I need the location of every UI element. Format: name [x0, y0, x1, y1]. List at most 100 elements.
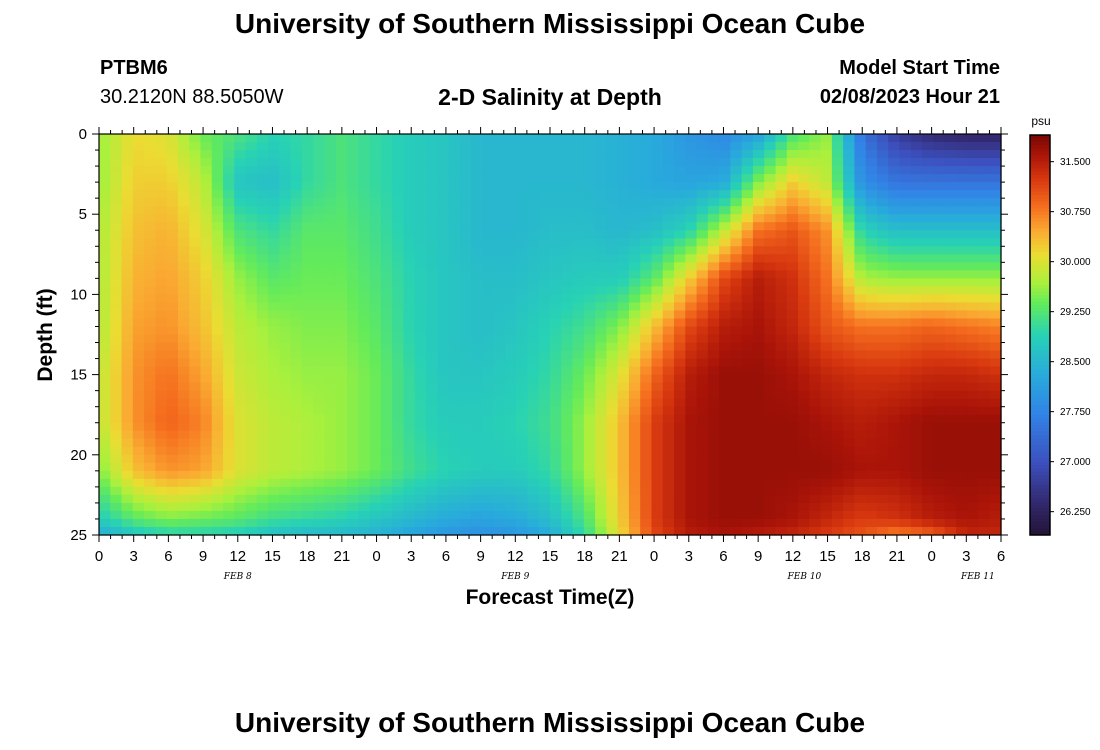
heatmap-cell — [955, 246, 968, 255]
heatmap-cell — [358, 382, 371, 392]
heatmap-cell — [200, 326, 213, 336]
heatmap-cell — [223, 502, 235, 512]
heatmap-cell — [347, 406, 359, 416]
heatmap-cell — [324, 454, 337, 464]
heatmap-cell — [696, 190, 709, 199]
heatmap-cell — [583, 262, 596, 271]
heatmap-cell — [256, 454, 269, 464]
heatmap-cell — [617, 262, 630, 271]
heatmap-cell — [741, 342, 754, 352]
heatmap-cell — [290, 310, 303, 320]
heatmap-cell — [155, 470, 168, 480]
heatmap-cell — [617, 254, 630, 263]
heatmap-cell — [380, 222, 393, 231]
heatmap-cell — [403, 494, 416, 504]
heatmap-cell — [651, 510, 664, 520]
heatmap-cell — [831, 190, 844, 199]
heatmap-cell — [516, 350, 529, 360]
heatmap-cell — [741, 270, 754, 279]
heatmap-cell — [865, 366, 878, 376]
heatmap-cell — [211, 414, 224, 424]
heatmap-cell — [144, 262, 156, 271]
heatmap-cell — [437, 382, 450, 392]
heatmap-cell — [888, 382, 901, 392]
colorbar-tick-label: 27.000 — [1060, 457, 1091, 468]
heatmap-cell — [471, 470, 483, 480]
heatmap-cell — [189, 326, 202, 336]
heatmap-cell — [527, 430, 540, 440]
heatmap-cell — [279, 430, 292, 440]
heatmap-cell — [572, 142, 585, 151]
axes: 0 3 6 9 12 15 18 21 0 3 6 9 12 15 18 21 0 3 6 9 12 15 18 21 0 3 6F… — [70, 126, 1008, 582]
heatmap-cell — [392, 158, 405, 167]
heatmap-cell — [910, 230, 923, 239]
heatmap-cell — [741, 430, 754, 440]
x-tick-label: 3 — [130, 548, 138, 565]
heatmap-cell — [313, 182, 326, 191]
heatmap-cell — [234, 526, 247, 536]
heatmap-cell — [764, 166, 777, 175]
heatmap-cell — [471, 390, 483, 400]
heatmap-cell — [414, 326, 427, 336]
heatmap-cell — [380, 302, 393, 312]
heatmap-cell — [741, 318, 754, 328]
heatmap-cell — [369, 238, 382, 247]
heatmap-cell — [775, 438, 788, 448]
heatmap-cell — [741, 150, 754, 159]
heatmap-cell — [211, 406, 224, 416]
heatmap-cell — [933, 446, 946, 456]
heatmap-cell — [798, 470, 810, 480]
heatmap-cell — [955, 198, 968, 207]
heatmap-cell — [425, 470, 438, 480]
heatmap-cell — [752, 382, 765, 392]
heatmap-cell — [674, 302, 686, 312]
heatmap-cell — [324, 390, 337, 400]
heatmap-cell — [189, 350, 202, 360]
heatmap-cell — [121, 382, 134, 392]
heatmap-cell — [437, 398, 450, 408]
heatmap-cell — [944, 502, 957, 512]
heatmap-cell — [741, 446, 754, 456]
heatmap-cell — [189, 270, 202, 279]
heatmap-cell — [561, 438, 574, 448]
heatmap-cell — [313, 446, 326, 456]
heatmap-cell — [752, 334, 765, 344]
heatmap-cell — [380, 358, 393, 368]
heatmap-cell — [493, 470, 506, 480]
heatmap-cell — [335, 198, 348, 207]
heatmap-cell — [392, 318, 405, 328]
heatmap-cell — [628, 502, 641, 512]
heatmap-cell — [245, 310, 258, 320]
heatmap-cell — [448, 358, 461, 368]
heatmap-cell — [301, 430, 314, 440]
heatmap-cell — [719, 262, 732, 271]
heatmap-cell — [955, 342, 968, 352]
heatmap-cell — [662, 246, 675, 255]
heatmap-cell — [369, 294, 382, 304]
heatmap-cell — [347, 286, 359, 295]
heatmap-cell — [820, 198, 833, 207]
heatmap-cell — [561, 374, 574, 384]
heatmap-cell — [899, 518, 912, 528]
heatmap-cell — [516, 142, 529, 151]
heatmap-cell — [662, 366, 675, 376]
heatmap-cell — [99, 398, 111, 408]
heatmap-cell — [527, 294, 540, 304]
heatmap-cell — [696, 318, 709, 328]
heatmap-cell — [786, 198, 799, 207]
heatmap-cell — [471, 430, 483, 440]
heatmap-cell — [572, 422, 585, 432]
heatmap-cell — [110, 454, 123, 464]
heatmap-cell — [786, 326, 799, 336]
heatmap-cell — [820, 206, 833, 215]
heatmap-cell — [662, 166, 675, 175]
heatmap-cell — [989, 430, 1002, 440]
heatmap-cell — [978, 262, 991, 271]
heatmap-cell — [955, 326, 968, 336]
heatmap-cell — [414, 262, 427, 271]
heatmap-cell — [234, 134, 247, 143]
heatmap-cell — [651, 454, 664, 464]
heatmap-cell — [741, 230, 754, 239]
heatmap-cell — [538, 446, 551, 456]
x-tick-label: 3 — [962, 548, 970, 565]
